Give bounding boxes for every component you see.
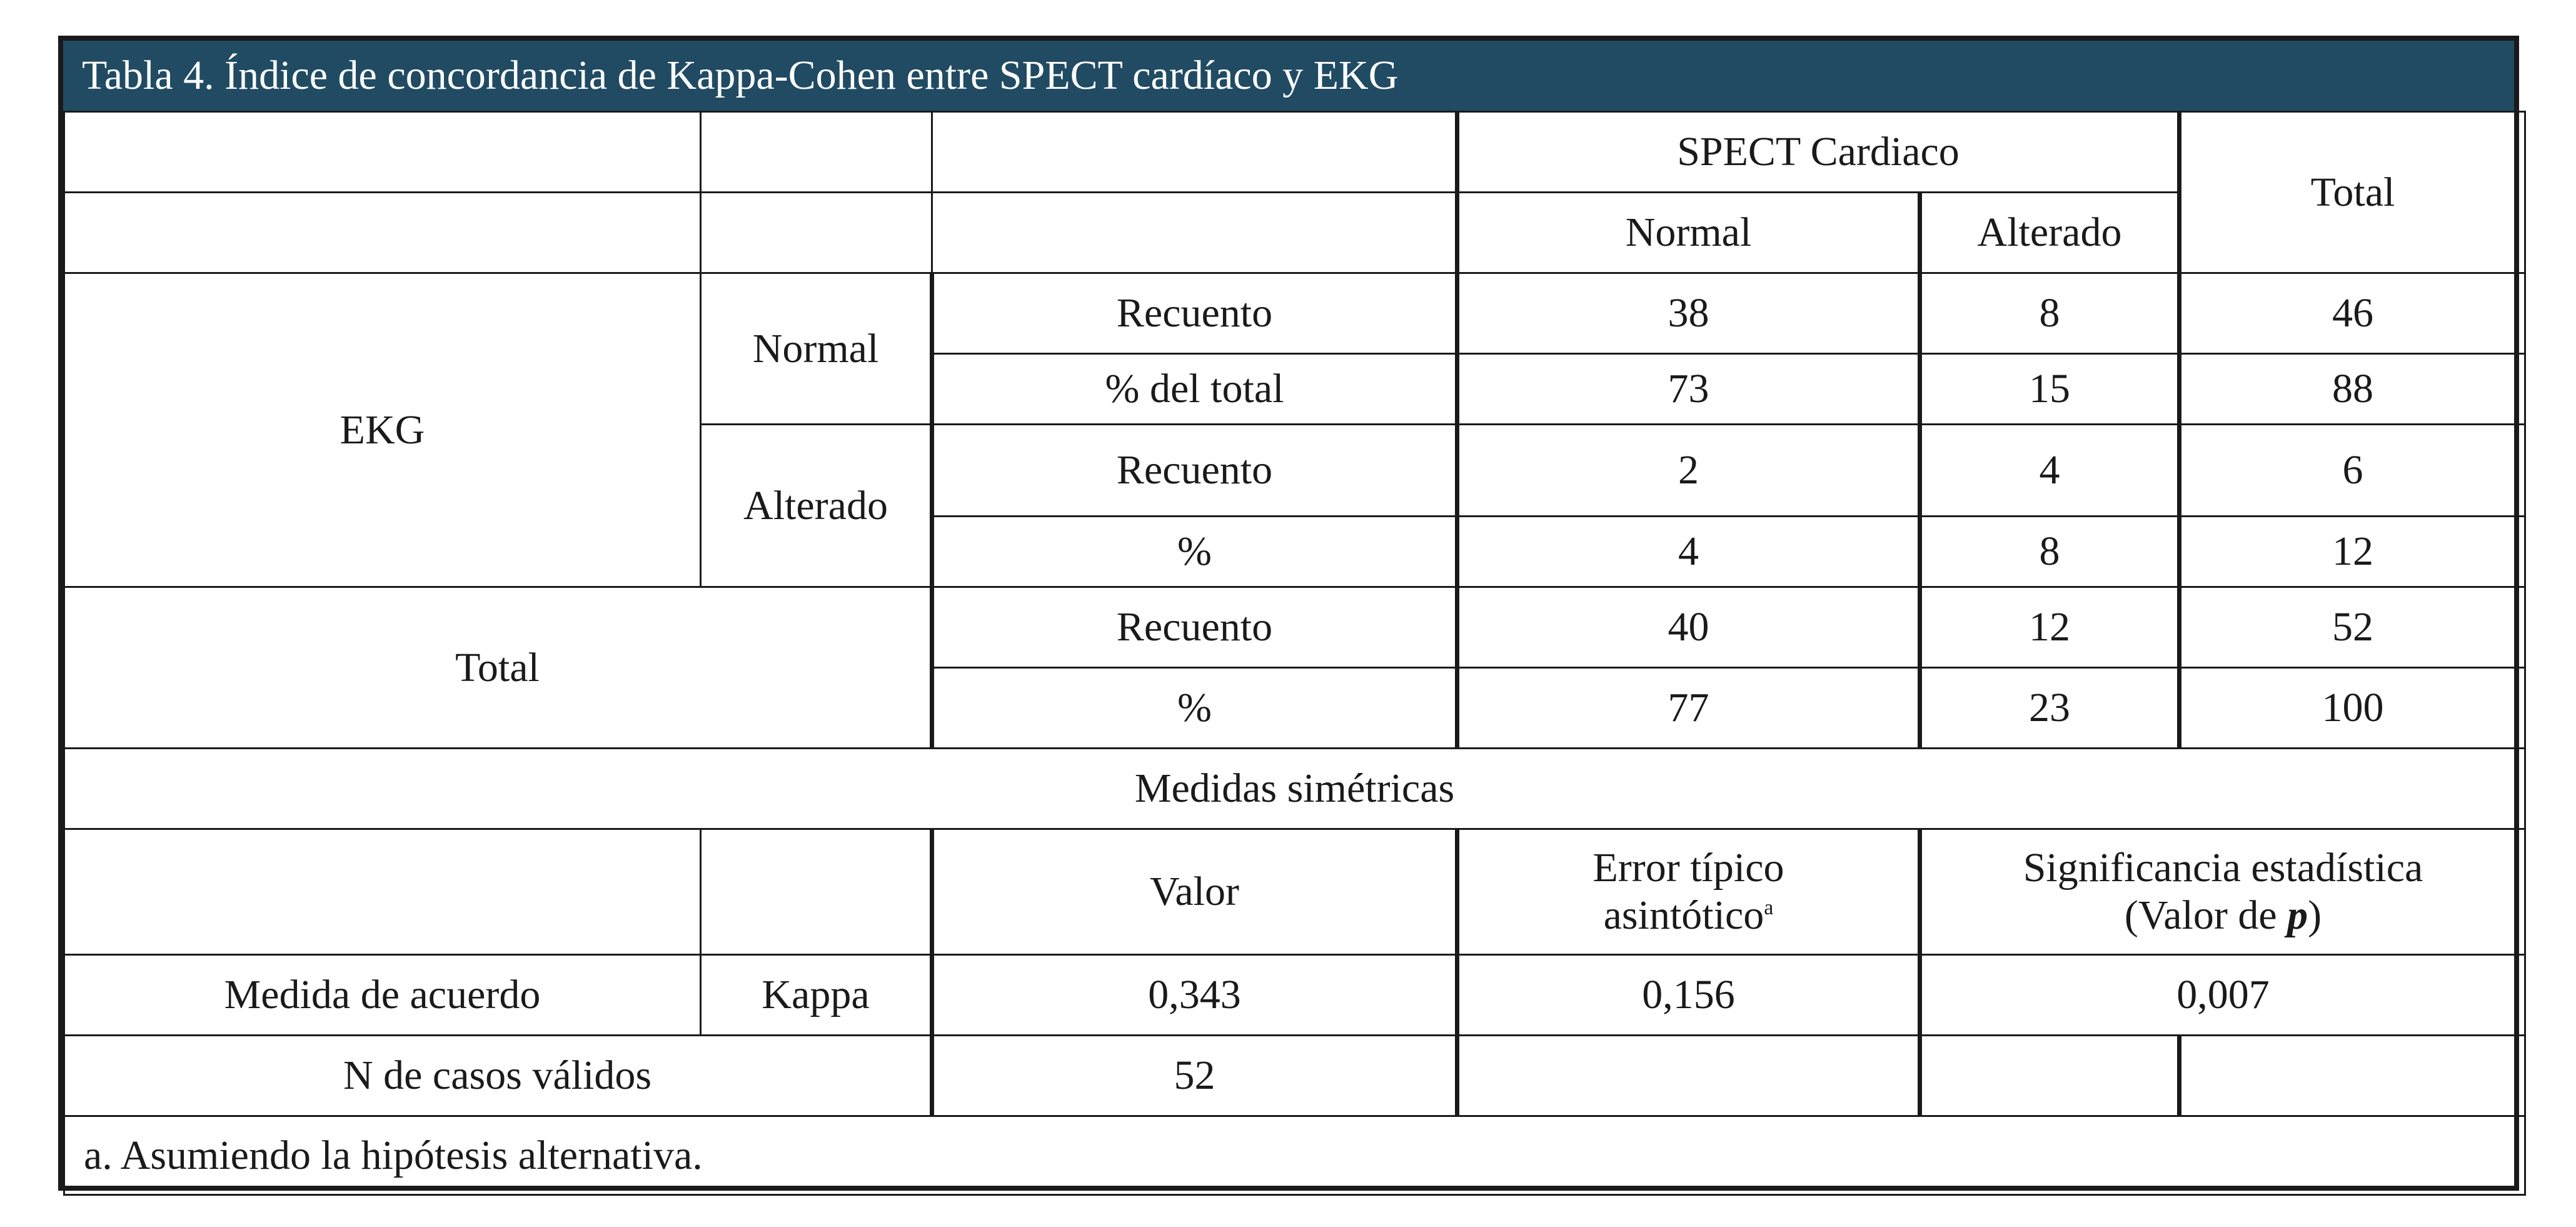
header-row-2: Normal Alterado bbox=[63, 191, 2525, 274]
kappa-row: Medida de acuerdo Kappa 0,343 0,156 0,00… bbox=[63, 954, 2526, 1036]
row-label: % bbox=[930, 667, 1459, 749]
symmetric-header-row: Valor Error típico asintóticoa Significa… bbox=[63, 828, 2526, 956]
spect-header: SPECT Cardiaco bbox=[1456, 111, 2181, 193]
kappa-error: 0,156 bbox=[1456, 954, 1922, 1036]
table-row: EKG Normal Recuento 38 8 46 bbox=[63, 272, 2526, 588]
cell-value: 15 bbox=[1919, 353, 2181, 425]
total-header: Total bbox=[2178, 111, 2526, 274]
table-row: % 4 8 12 bbox=[64, 515, 2526, 588]
ekg-label: EKG bbox=[63, 272, 702, 588]
p-symbol: p bbox=[2287, 892, 2308, 938]
valor-header: Valor bbox=[930, 828, 1459, 956]
empty-cell bbox=[63, 191, 702, 274]
kappa-label: Kappa bbox=[700, 954, 933, 1036]
cell-value: 100 bbox=[2178, 667, 2526, 749]
kappa-value: 0,343 bbox=[930, 954, 1459, 1036]
empty-cell bbox=[931, 111, 1459, 193]
cell-value: 12 bbox=[2178, 515, 2526, 588]
n-value: 52 bbox=[930, 1034, 1459, 1117]
error-header-line1: Error típico bbox=[1592, 845, 1784, 891]
significance-prefix: (Valor de bbox=[2124, 892, 2288, 938]
cell-value: 77 bbox=[1456, 667, 1922, 749]
cell-value: 2 bbox=[1456, 423, 1922, 517]
row-label: Recuento bbox=[930, 272, 1459, 355]
kappa-table: SPECT Cardiaco Total Normal Alterado EKG… bbox=[63, 111, 2526, 1196]
measure-label: Medida de acuerdo bbox=[63, 954, 702, 1036]
footnote: a. Asumiendo la hipótesis alternativa. bbox=[63, 1115, 2526, 1196]
cell-value: 73 bbox=[1456, 353, 1922, 425]
significance-line1: Significancia estadística bbox=[2023, 845, 2423, 891]
cell-value: 8 bbox=[1919, 515, 2181, 588]
empty-cell bbox=[931, 191, 1459, 274]
n-row: N de casos válidos 52 bbox=[63, 1034, 2526, 1117]
row-label: % del total bbox=[930, 353, 1459, 425]
cell-value: 38 bbox=[1456, 272, 1922, 355]
header-row-1: SPECT Cardiaco Total bbox=[63, 111, 2526, 274]
alterado-header: Alterado bbox=[1919, 191, 2181, 274]
normal-header: Normal bbox=[1456, 191, 1922, 274]
empty-cell bbox=[700, 828, 933, 956]
empty-cell bbox=[700, 111, 933, 193]
cell-value: 12 bbox=[1919, 586, 2181, 669]
cell-value: 46 bbox=[2178, 272, 2526, 355]
cell-value: 4 bbox=[1456, 515, 1922, 588]
table-row: % del total 73 15 88 bbox=[64, 353, 2526, 425]
table-row: Total Recuento 40 12 52 bbox=[63, 586, 2526, 749]
symmetric-title: Medidas simétricas bbox=[63, 747, 2526, 830]
row-label: Recuento bbox=[930, 586, 1459, 669]
table-frame: Tabla 4. Índice de concordancia de Kappa… bbox=[58, 36, 2526, 1196]
error-header: Error típico asintóticoa bbox=[1456, 828, 1922, 956]
cell-value: 6 bbox=[2178, 423, 2526, 517]
cell-value: 4 bbox=[1919, 423, 2181, 517]
row-label: % bbox=[930, 515, 1459, 588]
table-row: Alterado Recuento 2 4 6 bbox=[64, 423, 2526, 588]
section-row: Medidas simétricas bbox=[63, 747, 2526, 830]
ekg-normal-label: Normal bbox=[700, 272, 933, 425]
footnote-marker: a bbox=[1764, 896, 1774, 919]
error-header-line2: asintóticoa bbox=[1459, 892, 1916, 939]
empty-cell bbox=[63, 828, 702, 956]
empty-cell bbox=[2178, 1034, 2526, 1117]
significance-line2: (Valor de p) bbox=[1922, 892, 2523, 939]
table-title: Tabla 4. Índice de concordancia de Kappa… bbox=[63, 41, 2514, 111]
table-row: % 77 23 100 bbox=[64, 667, 2526, 749]
cell-value: 52 bbox=[2178, 586, 2526, 669]
ekg-alterado-label: Alterado bbox=[700, 423, 933, 588]
empty-cell bbox=[1919, 1034, 2181, 1117]
significance-suffix: ) bbox=[2308, 892, 2322, 938]
cell-value: 40 bbox=[1456, 586, 1922, 669]
empty-cell bbox=[63, 111, 702, 193]
significance-header: Significancia estadística (Valor de p) bbox=[1919, 828, 2526, 956]
n-label: N de casos válidos bbox=[63, 1034, 933, 1117]
cell-value: 88 bbox=[2178, 353, 2526, 425]
empty-cell bbox=[1456, 1034, 1922, 1117]
footnote-row: a. Asumiendo la hipótesis alternativa. bbox=[63, 1115, 2526, 1196]
cell-value: 8 bbox=[1919, 272, 2181, 355]
kappa-significance: 0,007 bbox=[1919, 954, 2526, 1036]
total-label: Total bbox=[63, 586, 933, 749]
empty-cell bbox=[700, 191, 933, 274]
error-header-text: asintótico bbox=[1603, 892, 1764, 938]
row-label: Recuento bbox=[930, 423, 1459, 517]
cell-value: 23 bbox=[1919, 667, 2181, 749]
